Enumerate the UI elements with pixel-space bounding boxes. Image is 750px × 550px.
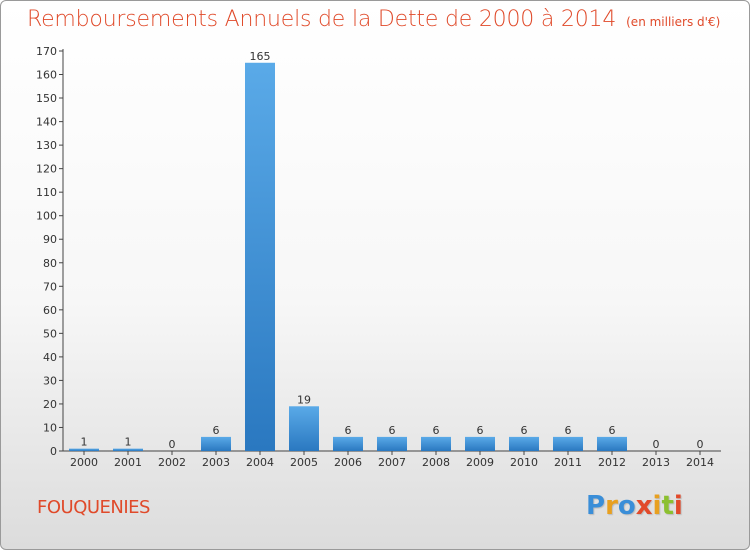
logo-letter: r bbox=[605, 491, 618, 521]
bar bbox=[333, 436, 363, 451]
chart-axes: 0102030405060708090100110120130140150160… bbox=[36, 45, 721, 458]
y-tick-label: 60 bbox=[43, 304, 57, 317]
logo-letter: P bbox=[586, 491, 606, 521]
bar bbox=[465, 436, 495, 451]
chart-title-text: Remboursements Annuels de la Dette de 20… bbox=[27, 7, 617, 32]
y-tick-label: 170 bbox=[36, 45, 57, 58]
value-label: 6 bbox=[345, 424, 352, 437]
value-label: 6 bbox=[521, 424, 528, 437]
value-label: 0 bbox=[653, 438, 660, 451]
x-tick-label: 2014 bbox=[686, 456, 714, 469]
logo-letter: i bbox=[652, 491, 662, 521]
bar bbox=[113, 448, 143, 451]
value-label: 6 bbox=[389, 424, 396, 437]
logo-letter: o bbox=[617, 491, 636, 521]
x-tick-label: 2004 bbox=[246, 456, 274, 469]
y-tick-label: 30 bbox=[43, 374, 57, 387]
chart-unit: (en milliers d'€) bbox=[626, 15, 721, 29]
y-tick-label: 160 bbox=[36, 69, 57, 82]
bar bbox=[69, 448, 99, 451]
x-tick-label: 2007 bbox=[378, 456, 406, 469]
chart-title: Remboursements Annuels de la Dette de 20… bbox=[27, 7, 720, 32]
y-tick-label: 80 bbox=[43, 257, 57, 270]
value-label: 6 bbox=[433, 424, 440, 437]
value-label: 0 bbox=[697, 438, 704, 451]
value-label: 0 bbox=[169, 438, 176, 451]
x-tick-label: 2008 bbox=[422, 456, 450, 469]
value-label: 6 bbox=[565, 424, 572, 437]
town-name: FOUQUENIES bbox=[37, 497, 150, 518]
y-tick-label: 150 bbox=[36, 92, 57, 105]
proxiti-logo: Proxiti bbox=[586, 491, 683, 521]
bar bbox=[597, 436, 627, 451]
chart-labels: 2000 1 2001 1 2002 0 2003 6 2004 165 2005 19 2006 6 20… bbox=[70, 50, 714, 469]
y-tick-label: 110 bbox=[36, 186, 57, 199]
y-tick-label: 50 bbox=[43, 327, 57, 340]
x-tick-label: 2011 bbox=[554, 456, 582, 469]
y-tick-label: 130 bbox=[36, 139, 57, 152]
x-tick-label: 2013 bbox=[642, 456, 670, 469]
logo-letter: i bbox=[673, 491, 683, 521]
value-label: 6 bbox=[609, 424, 616, 437]
y-tick-label: 0 bbox=[50, 445, 57, 458]
chart-bars bbox=[69, 62, 627, 451]
value-label: 165 bbox=[250, 50, 271, 63]
bar bbox=[377, 436, 407, 451]
x-tick-label: 2000 bbox=[70, 456, 98, 469]
value-label: 6 bbox=[213, 424, 220, 437]
value-label: 19 bbox=[297, 393, 311, 406]
bar bbox=[201, 436, 231, 451]
bar bbox=[553, 436, 583, 451]
y-tick-label: 100 bbox=[36, 210, 57, 223]
bar bbox=[289, 406, 319, 451]
y-tick-label: 20 bbox=[43, 398, 57, 411]
bar bbox=[421, 436, 451, 451]
x-tick-label: 2012 bbox=[598, 456, 626, 469]
x-tick-label: 2002 bbox=[158, 456, 186, 469]
x-tick-label: 2001 bbox=[114, 456, 142, 469]
y-tick-label: 40 bbox=[43, 351, 57, 364]
y-tick-label: 90 bbox=[43, 233, 57, 246]
x-tick-label: 2010 bbox=[510, 456, 538, 469]
value-label: 6 bbox=[477, 424, 484, 437]
y-tick-label: 10 bbox=[43, 421, 57, 434]
logo-letter: x bbox=[635, 491, 653, 521]
x-tick-label: 2006 bbox=[334, 456, 362, 469]
bar bbox=[509, 436, 539, 451]
value-label: 1 bbox=[81, 436, 88, 449]
y-tick-label: 70 bbox=[43, 280, 57, 293]
logo-letter: t bbox=[661, 491, 674, 521]
value-label: 1 bbox=[125, 436, 132, 449]
x-tick-label: 2003 bbox=[202, 456, 230, 469]
y-tick-label: 140 bbox=[36, 116, 57, 129]
x-tick-label: 2009 bbox=[466, 456, 494, 469]
x-tick-label: 2005 bbox=[290, 456, 318, 469]
y-tick-label: 120 bbox=[36, 163, 57, 176]
bar bbox=[245, 62, 275, 451]
